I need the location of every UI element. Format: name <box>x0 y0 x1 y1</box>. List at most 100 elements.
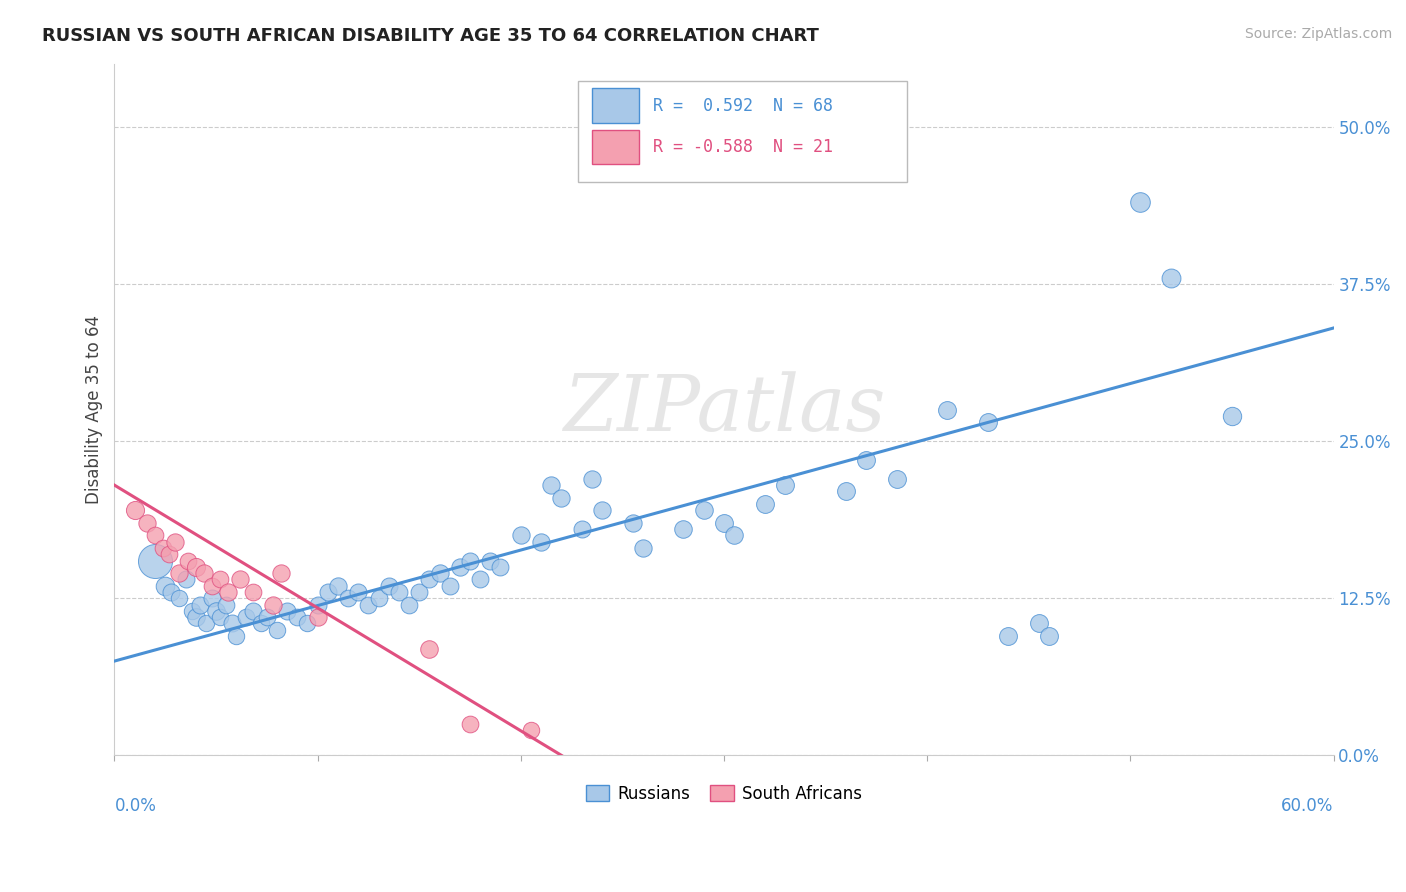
Text: Source: ZipAtlas.com: Source: ZipAtlas.com <box>1244 27 1392 41</box>
Point <box>201 579 224 593</box>
Point <box>388 585 411 599</box>
Point <box>754 497 776 511</box>
Point <box>357 598 380 612</box>
Point <box>160 585 183 599</box>
Point <box>408 585 430 599</box>
Point <box>347 585 370 599</box>
Point <box>489 559 512 574</box>
Point <box>458 553 481 567</box>
Point <box>307 610 329 624</box>
Point <box>217 585 239 599</box>
Legend: Russians, South Africans: Russians, South Africans <box>579 778 869 809</box>
Point <box>215 598 238 612</box>
Point <box>439 579 461 593</box>
Point <box>571 522 593 536</box>
Point <box>468 573 491 587</box>
Point <box>124 503 146 517</box>
Point <box>337 591 360 606</box>
Point <box>180 604 202 618</box>
Point <box>270 566 292 580</box>
Point <box>262 598 284 612</box>
Point <box>176 553 198 567</box>
Point <box>242 585 264 599</box>
Point <box>143 553 166 567</box>
Point <box>520 723 543 738</box>
FancyBboxPatch shape <box>592 88 638 123</box>
Point <box>621 516 644 530</box>
Point <box>235 610 257 624</box>
Point <box>550 491 572 505</box>
Point <box>692 503 714 517</box>
Point <box>631 541 654 555</box>
Point <box>285 610 308 624</box>
Point <box>886 472 908 486</box>
Point <box>509 528 531 542</box>
Point <box>242 604 264 618</box>
Point <box>152 541 174 555</box>
Point <box>307 598 329 612</box>
Text: 60.0%: 60.0% <box>1281 797 1333 814</box>
FancyBboxPatch shape <box>578 81 907 182</box>
Point <box>297 616 319 631</box>
Point <box>184 559 207 574</box>
Point <box>1028 616 1050 631</box>
Point <box>429 566 451 580</box>
Point <box>530 534 553 549</box>
Point <box>1220 409 1243 423</box>
Point <box>418 641 440 656</box>
Text: ZIPatlas: ZIPatlas <box>562 372 886 448</box>
Point <box>326 579 349 593</box>
Point <box>165 534 187 549</box>
Point <box>184 610 207 624</box>
Point <box>479 553 502 567</box>
Point <box>316 585 339 599</box>
Point <box>201 591 224 606</box>
Point <box>276 604 298 618</box>
Text: R =  0.592  N = 68: R = 0.592 N = 68 <box>654 96 834 114</box>
Point <box>1038 629 1060 643</box>
Point <box>169 591 191 606</box>
Point <box>398 598 420 612</box>
Point <box>225 629 247 643</box>
Point <box>377 579 399 593</box>
Point <box>155 579 177 593</box>
Point <box>418 573 440 587</box>
Point <box>540 478 562 492</box>
Point <box>249 616 271 631</box>
Point <box>977 415 1000 429</box>
Y-axis label: Disability Age 35 to 64: Disability Age 35 to 64 <box>86 315 103 504</box>
Text: R = -0.588  N = 21: R = -0.588 N = 21 <box>654 138 834 156</box>
Text: 0.0%: 0.0% <box>114 797 156 814</box>
Point <box>174 573 197 587</box>
Point <box>221 616 243 631</box>
Point <box>266 623 288 637</box>
Point <box>135 516 157 530</box>
Point <box>229 573 252 587</box>
Point <box>581 472 603 486</box>
Point <box>169 566 191 580</box>
Point <box>458 717 481 731</box>
Point <box>855 453 877 467</box>
FancyBboxPatch shape <box>592 129 638 164</box>
Point <box>209 573 232 587</box>
Point <box>194 616 217 631</box>
Point <box>936 402 959 417</box>
Point <box>205 604 228 618</box>
Point <box>723 528 745 542</box>
Point <box>1160 270 1182 285</box>
Point <box>997 629 1019 643</box>
Point <box>193 566 215 580</box>
Point <box>773 478 796 492</box>
Point <box>672 522 695 536</box>
Point <box>591 503 613 517</box>
Point <box>209 610 232 624</box>
Point <box>713 516 735 530</box>
Text: RUSSIAN VS SOUTH AFRICAN DISABILITY AGE 35 TO 64 CORRELATION CHART: RUSSIAN VS SOUTH AFRICAN DISABILITY AGE … <box>42 27 820 45</box>
Point <box>449 559 471 574</box>
Point <box>188 598 211 612</box>
Point <box>367 591 389 606</box>
Point <box>157 547 180 561</box>
Point <box>256 610 278 624</box>
Point <box>1129 195 1152 210</box>
Point <box>835 484 858 499</box>
